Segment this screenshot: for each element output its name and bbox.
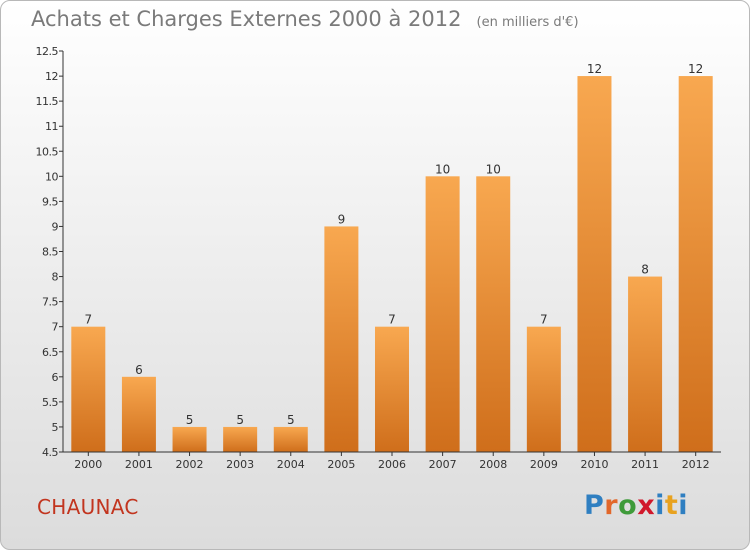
y-tick-label: 7 bbox=[52, 321, 59, 334]
y-tick-label: 10 bbox=[45, 170, 58, 183]
logo-letter: x bbox=[637, 490, 656, 521]
y-tick-label: 10.5 bbox=[36, 145, 59, 158]
chart-unit: (en milliers d'€) bbox=[476, 15, 579, 30]
commune-name: CHAUNAC bbox=[37, 495, 139, 519]
y-tick-label: 9.5 bbox=[42, 195, 58, 208]
x-tick-label: 2012 bbox=[682, 458, 710, 471]
x-tick-label: 2001 bbox=[125, 458, 153, 471]
y-tick-label: 6.5 bbox=[42, 346, 58, 359]
logo-letter: t bbox=[664, 490, 679, 521]
bar bbox=[121, 376, 156, 452]
y-tick-label: 8.5 bbox=[42, 246, 58, 259]
logo-letter: r bbox=[604, 490, 619, 521]
bar-value-label: 12 bbox=[587, 62, 602, 76]
y-tick-label: 6 bbox=[52, 371, 59, 384]
chart-title: Achats et Charges Externes 2000 à 2012 (… bbox=[31, 7, 579, 31]
x-tick-label: 2008 bbox=[479, 458, 507, 471]
y-tick-label: 4.5 bbox=[42, 446, 58, 459]
bar bbox=[476, 176, 511, 452]
bar-value-label: 7 bbox=[540, 313, 548, 327]
y-tick-label: 5 bbox=[52, 421, 59, 434]
y-tick-label: 9 bbox=[52, 220, 59, 233]
bar bbox=[273, 426, 308, 452]
bar-value-label: 5 bbox=[236, 413, 244, 427]
bar-value-label: 5 bbox=[287, 413, 295, 427]
bar bbox=[324, 226, 359, 452]
bar-value-label: 7 bbox=[388, 313, 396, 327]
x-tick-label: 2002 bbox=[176, 458, 204, 471]
logo-letter: i bbox=[655, 490, 665, 521]
x-tick-label: 2000 bbox=[74, 458, 102, 471]
y-tick-label: 11.5 bbox=[36, 95, 59, 108]
bar-value-label: 6 bbox=[135, 363, 143, 377]
bar bbox=[223, 426, 258, 452]
y-tick-label: 12 bbox=[45, 70, 58, 83]
logo-letter: i bbox=[678, 490, 689, 521]
y-tick-label: 8 bbox=[52, 271, 59, 284]
bar-value-label: 12 bbox=[688, 62, 703, 76]
x-tick-label: 2004 bbox=[277, 458, 305, 471]
x-tick-label: 2005 bbox=[327, 458, 355, 471]
x-tick-label: 2003 bbox=[226, 458, 254, 471]
bar-value-label: 10 bbox=[435, 162, 450, 176]
logo-letter: o bbox=[618, 490, 638, 521]
proxiti-logo[interactable]: Proxiti bbox=[584, 490, 688, 521]
x-tick-label: 2006 bbox=[378, 458, 406, 471]
x-tick-label: 2010 bbox=[580, 458, 608, 471]
bar bbox=[628, 276, 663, 452]
y-tick-label: 5.5 bbox=[42, 396, 58, 409]
bar bbox=[526, 326, 561, 452]
bar bbox=[172, 426, 207, 452]
y-tick-label: 11 bbox=[45, 120, 58, 133]
bar bbox=[375, 326, 409, 452]
bar-value-label: 7 bbox=[84, 313, 92, 327]
x-tick-label: 2011 bbox=[631, 458, 659, 471]
y-tick-label: 12.5 bbox=[36, 45, 59, 58]
bar bbox=[71, 326, 106, 452]
x-tick-label: 2009 bbox=[530, 458, 558, 471]
x-tick-label: 2007 bbox=[429, 458, 457, 471]
bar-value-label: 8 bbox=[641, 263, 649, 277]
bar-value-label: 5 bbox=[186, 413, 194, 427]
chart-title-text: Achats et Charges Externes 2000 à 2012 bbox=[31, 7, 462, 31]
bar-value-label: 10 bbox=[486, 162, 501, 176]
logo-letter: P bbox=[584, 490, 605, 521]
bar bbox=[678, 76, 713, 452]
bar bbox=[425, 176, 460, 452]
bar-value-label: 9 bbox=[338, 212, 346, 226]
y-tick-label: 7.5 bbox=[42, 296, 58, 309]
bar bbox=[577, 76, 612, 452]
